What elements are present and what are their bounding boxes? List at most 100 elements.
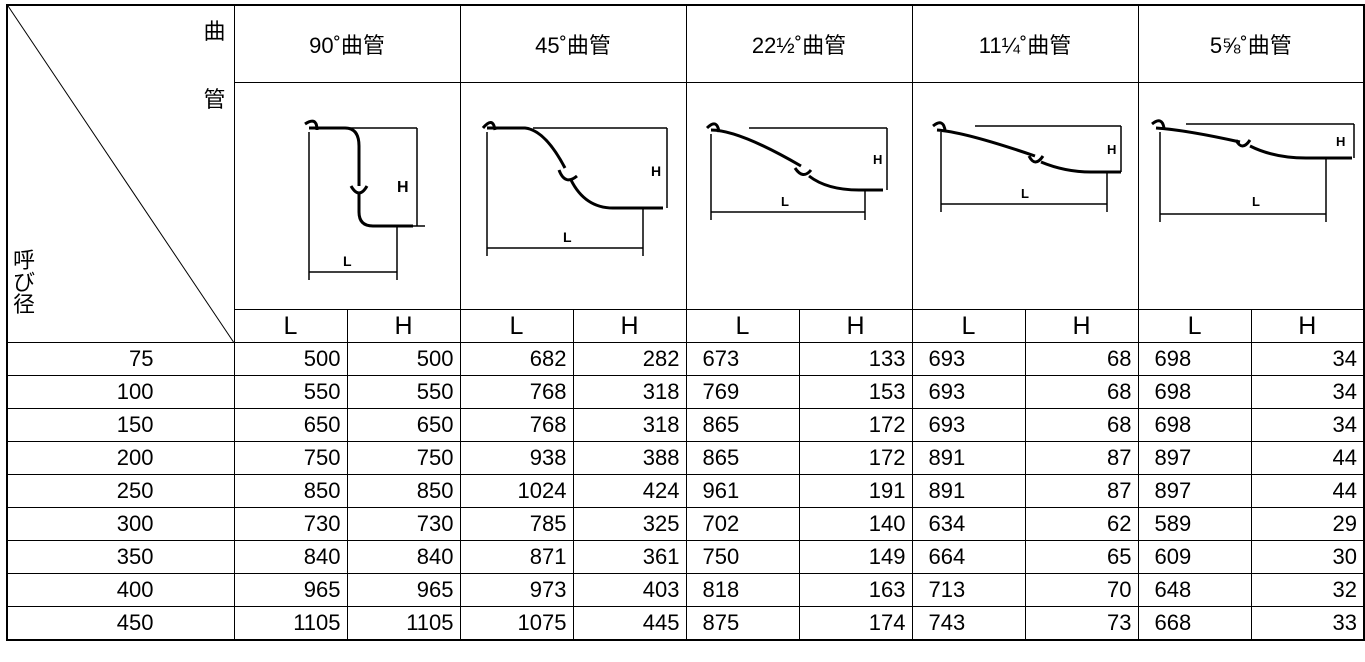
- dimension-value-cell: 500: [346, 342, 461, 376]
- dimension-value-cell: 550: [346, 375, 461, 409]
- dimension-value-cell: 713: [911, 573, 1026, 607]
- dimension-value-cell: 865: [685, 408, 800, 442]
- dimension-value-cell: 589: [1137, 507, 1252, 541]
- dimension-value-cell: 673: [685, 342, 800, 376]
- dimension-value-cell: 973: [459, 573, 574, 607]
- bend-45-h-header: H: [572, 309, 687, 343]
- bend-11-h-letter: H: [1107, 142, 1116, 157]
- dimension-value-cell: 172: [798, 408, 913, 442]
- nominal-diameter-cell: 250: [6, 474, 235, 508]
- dimension-value-cell: 865: [685, 441, 800, 475]
- bend-45-figure-cell: H L: [459, 82, 687, 310]
- bend-22-l-header: L: [685, 309, 800, 343]
- dimension-value-cell: 698: [1137, 408, 1252, 442]
- dimension-value-cell: 29: [1250, 507, 1365, 541]
- header-row-figures: H L: [7, 82, 1365, 310]
- dimension-value-cell: 938: [459, 441, 574, 475]
- dimension-value-cell: 44: [1250, 474, 1365, 508]
- dimension-value-cell: 361: [572, 540, 687, 574]
- dimension-value-cell: 698: [1137, 342, 1252, 376]
- dimension-value-cell: 768: [459, 375, 574, 409]
- nominal-diameter-cell: 450: [6, 606, 235, 641]
- bend-5-header: 5⅝˚曲管: [1137, 4, 1365, 83]
- dimension-value-cell: 634: [911, 507, 1026, 541]
- dimension-value-cell: 743: [911, 606, 1026, 641]
- dimension-value-cell: 609: [1137, 540, 1252, 574]
- dimension-value-cell: 68: [1024, 408, 1139, 442]
- dimension-value-cell: 965: [233, 573, 348, 607]
- table-row: 400 965 965 973 403 818 163 713 70 648 32: [6, 573, 1365, 607]
- table-row: 350 840 840 871 361 750 149 664 65 609 30: [6, 540, 1365, 574]
- dimension-value-cell: 34: [1250, 342, 1365, 376]
- dimension-value-cell: 32: [1250, 573, 1365, 607]
- dimension-value-cell: 730: [233, 507, 348, 541]
- dimension-value-cell: 698: [1137, 375, 1252, 409]
- dimension-value-cell: 153: [798, 375, 913, 409]
- bend-22-diagram-icon: H L: [705, 122, 888, 220]
- bend-90-h-letter: H: [397, 179, 409, 196]
- dimension-value-cell: 149: [798, 540, 913, 574]
- bend-90-figure-cell: H L: [233, 82, 461, 310]
- dimension-value-cell: 174: [798, 606, 913, 641]
- dimension-value-cell: 68: [1024, 342, 1139, 376]
- dimension-value-cell: 133: [798, 342, 913, 376]
- nominal-diameter-cell: 150: [6, 408, 235, 442]
- dimension-value-cell: 325: [572, 507, 687, 541]
- bend-45-diagram-icon: H L: [481, 121, 668, 256]
- nominal-diameter-cell: 300: [6, 507, 235, 541]
- header-row-names: 曲 管 呼び径 90˚曲管 45˚曲管 22½˚曲管 11¼˚曲管 5⅝˚曲管: [6, 4, 1365, 343]
- dimension-value-cell: 87: [1024, 441, 1139, 475]
- dimension-value-cell: 682: [459, 342, 574, 376]
- dimension-value-cell: 34: [1250, 408, 1365, 442]
- dimension-value-cell: 875: [685, 606, 800, 641]
- dimension-value-cell: 87: [1024, 474, 1139, 508]
- bend-90-header: 90˚曲管: [233, 4, 461, 83]
- bend-90-l-header: L: [233, 309, 348, 343]
- dimension-value-cell: 191: [798, 474, 913, 508]
- bend-11-diagram-icon: H L: [932, 121, 1122, 212]
- dimension-value-cell: 403: [572, 573, 687, 607]
- dimension-value-cell: 648: [1137, 573, 1252, 607]
- corner-header-cell: 曲 管 呼び径: [6, 4, 235, 343]
- dimension-value-cell: 750: [685, 540, 800, 574]
- bend-22-l-letter: L: [781, 194, 789, 209]
- corner-label-nominal-diameter: 呼び径: [12, 248, 35, 317]
- dimension-value-cell: 965: [346, 573, 461, 607]
- bend-pipe-dimension-table-container: 曲 管 呼び径 90˚曲管 45˚曲管 22½˚曲管 11¼˚曲管 5⅝˚曲管: [6, 4, 1365, 658]
- bend-11-h-header: H: [1024, 309, 1139, 343]
- dimension-value-cell: 163: [798, 573, 913, 607]
- bend-5-l-header: L: [1137, 309, 1252, 343]
- dimension-value-cell: 318: [572, 408, 687, 442]
- dimension-value-cell: 34: [1250, 375, 1365, 409]
- bend-5-diagram-icon: H L: [1150, 119, 1355, 222]
- dimension-value-cell: 840: [233, 540, 348, 574]
- dimension-value-cell: 750: [346, 441, 461, 475]
- table-row: 250 850 850 1024 424 961 191 891 87 897 44: [6, 474, 1365, 508]
- dimension-value-cell: 897: [1137, 474, 1252, 508]
- dimension-value-cell: 62: [1024, 507, 1139, 541]
- bend-11-l-letter: L: [1021, 186, 1029, 201]
- dimension-value-cell: 750: [233, 441, 348, 475]
- dimension-value-cell: 30: [1250, 540, 1365, 574]
- bend-90-diagram-icon: H L: [304, 119, 425, 280]
- dimension-value-cell: 818: [685, 573, 800, 607]
- table-row: 150 650 650 768 318 865 172 693 68 698 34: [6, 408, 1365, 442]
- dimension-value-cell: 702: [685, 507, 800, 541]
- dimension-value-cell: 73: [1024, 606, 1139, 641]
- dimension-value-cell: 445: [572, 606, 687, 641]
- bend-5-figure-cell: H L: [1137, 82, 1365, 310]
- nominal-diameter-cell: 200: [6, 441, 235, 475]
- bend-90-h-header: H: [346, 309, 461, 343]
- dimension-value-cell: 897: [1137, 441, 1252, 475]
- nominal-diameter-cell: 350: [6, 540, 235, 574]
- bend-5-l-letter: L: [1252, 194, 1260, 209]
- dimension-value-cell: 650: [233, 408, 348, 442]
- dimension-value-cell: 33: [1250, 606, 1365, 641]
- dimension-value-cell: 500: [233, 342, 348, 376]
- dimension-value-cell: 664: [911, 540, 1026, 574]
- nominal-diameter-cell: 100: [6, 375, 235, 409]
- dimension-value-cell: 70: [1024, 573, 1139, 607]
- table-row: 100 550 550 768 318 769 153 693 68 698 34: [6, 375, 1365, 409]
- dimension-value-cell: 318: [572, 375, 687, 409]
- bend-pipe-dimension-table: 曲 管 呼び径 90˚曲管 45˚曲管 22½˚曲管 11¼˚曲管 5⅝˚曲管: [6, 4, 1365, 641]
